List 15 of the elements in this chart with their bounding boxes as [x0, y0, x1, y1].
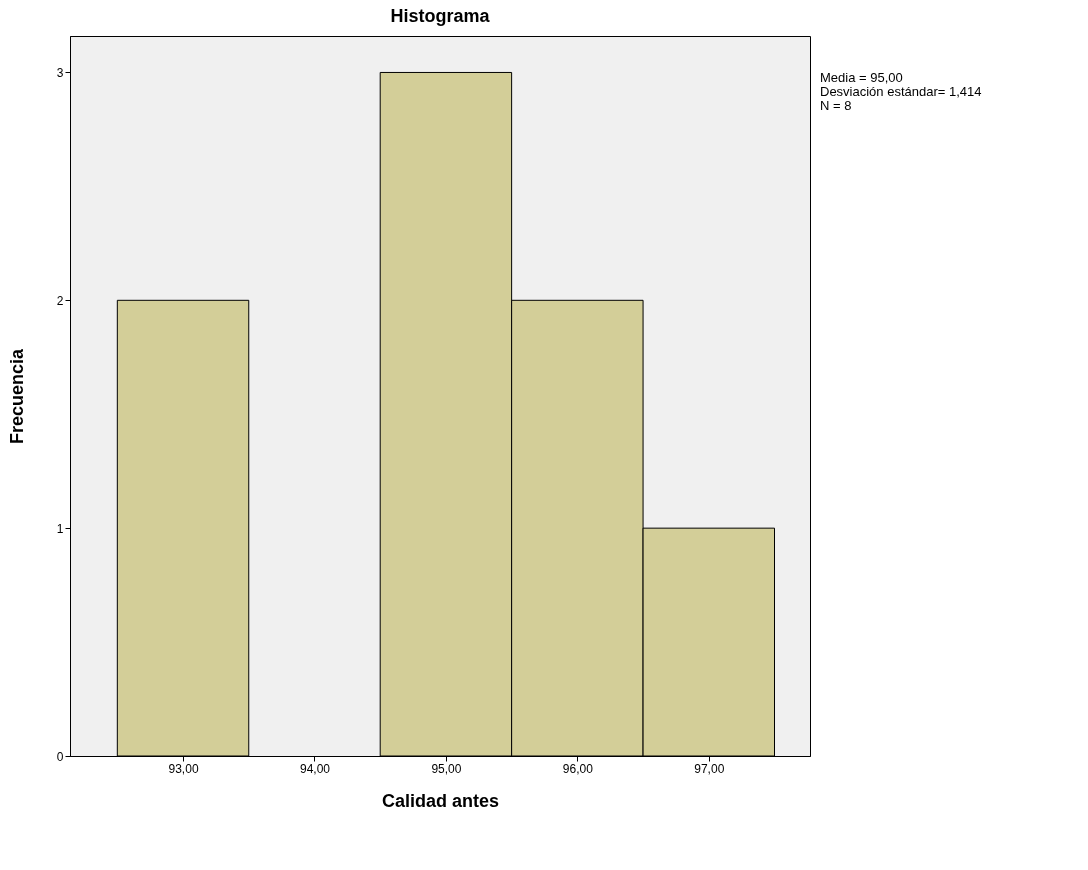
text: Desviación estándar= 1,414	[820, 84, 982, 99]
x-tick-label: 94,00	[299, 761, 331, 776]
y-tick-label: 2	[56, 293, 64, 308]
x-tick-label: 96,00	[562, 761, 594, 776]
y-tick-label: 3	[56, 65, 64, 80]
chart-title: Histograma	[390, 6, 491, 26]
text: Media = 95,00	[820, 70, 903, 85]
x-tick-label: 97,00	[694, 761, 725, 776]
x-axis-title: Calidad antes	[381, 790, 500, 811]
text: N = 8	[820, 98, 852, 113]
y-axis-title: Frecuencia	[6, 347, 27, 445]
x-tick-label: 95,00	[431, 761, 462, 776]
y-tick-label: 0	[56, 749, 64, 764]
y-tick-label: 1	[56, 521, 64, 536]
x-tick-label: 93,00	[168, 761, 199, 776]
